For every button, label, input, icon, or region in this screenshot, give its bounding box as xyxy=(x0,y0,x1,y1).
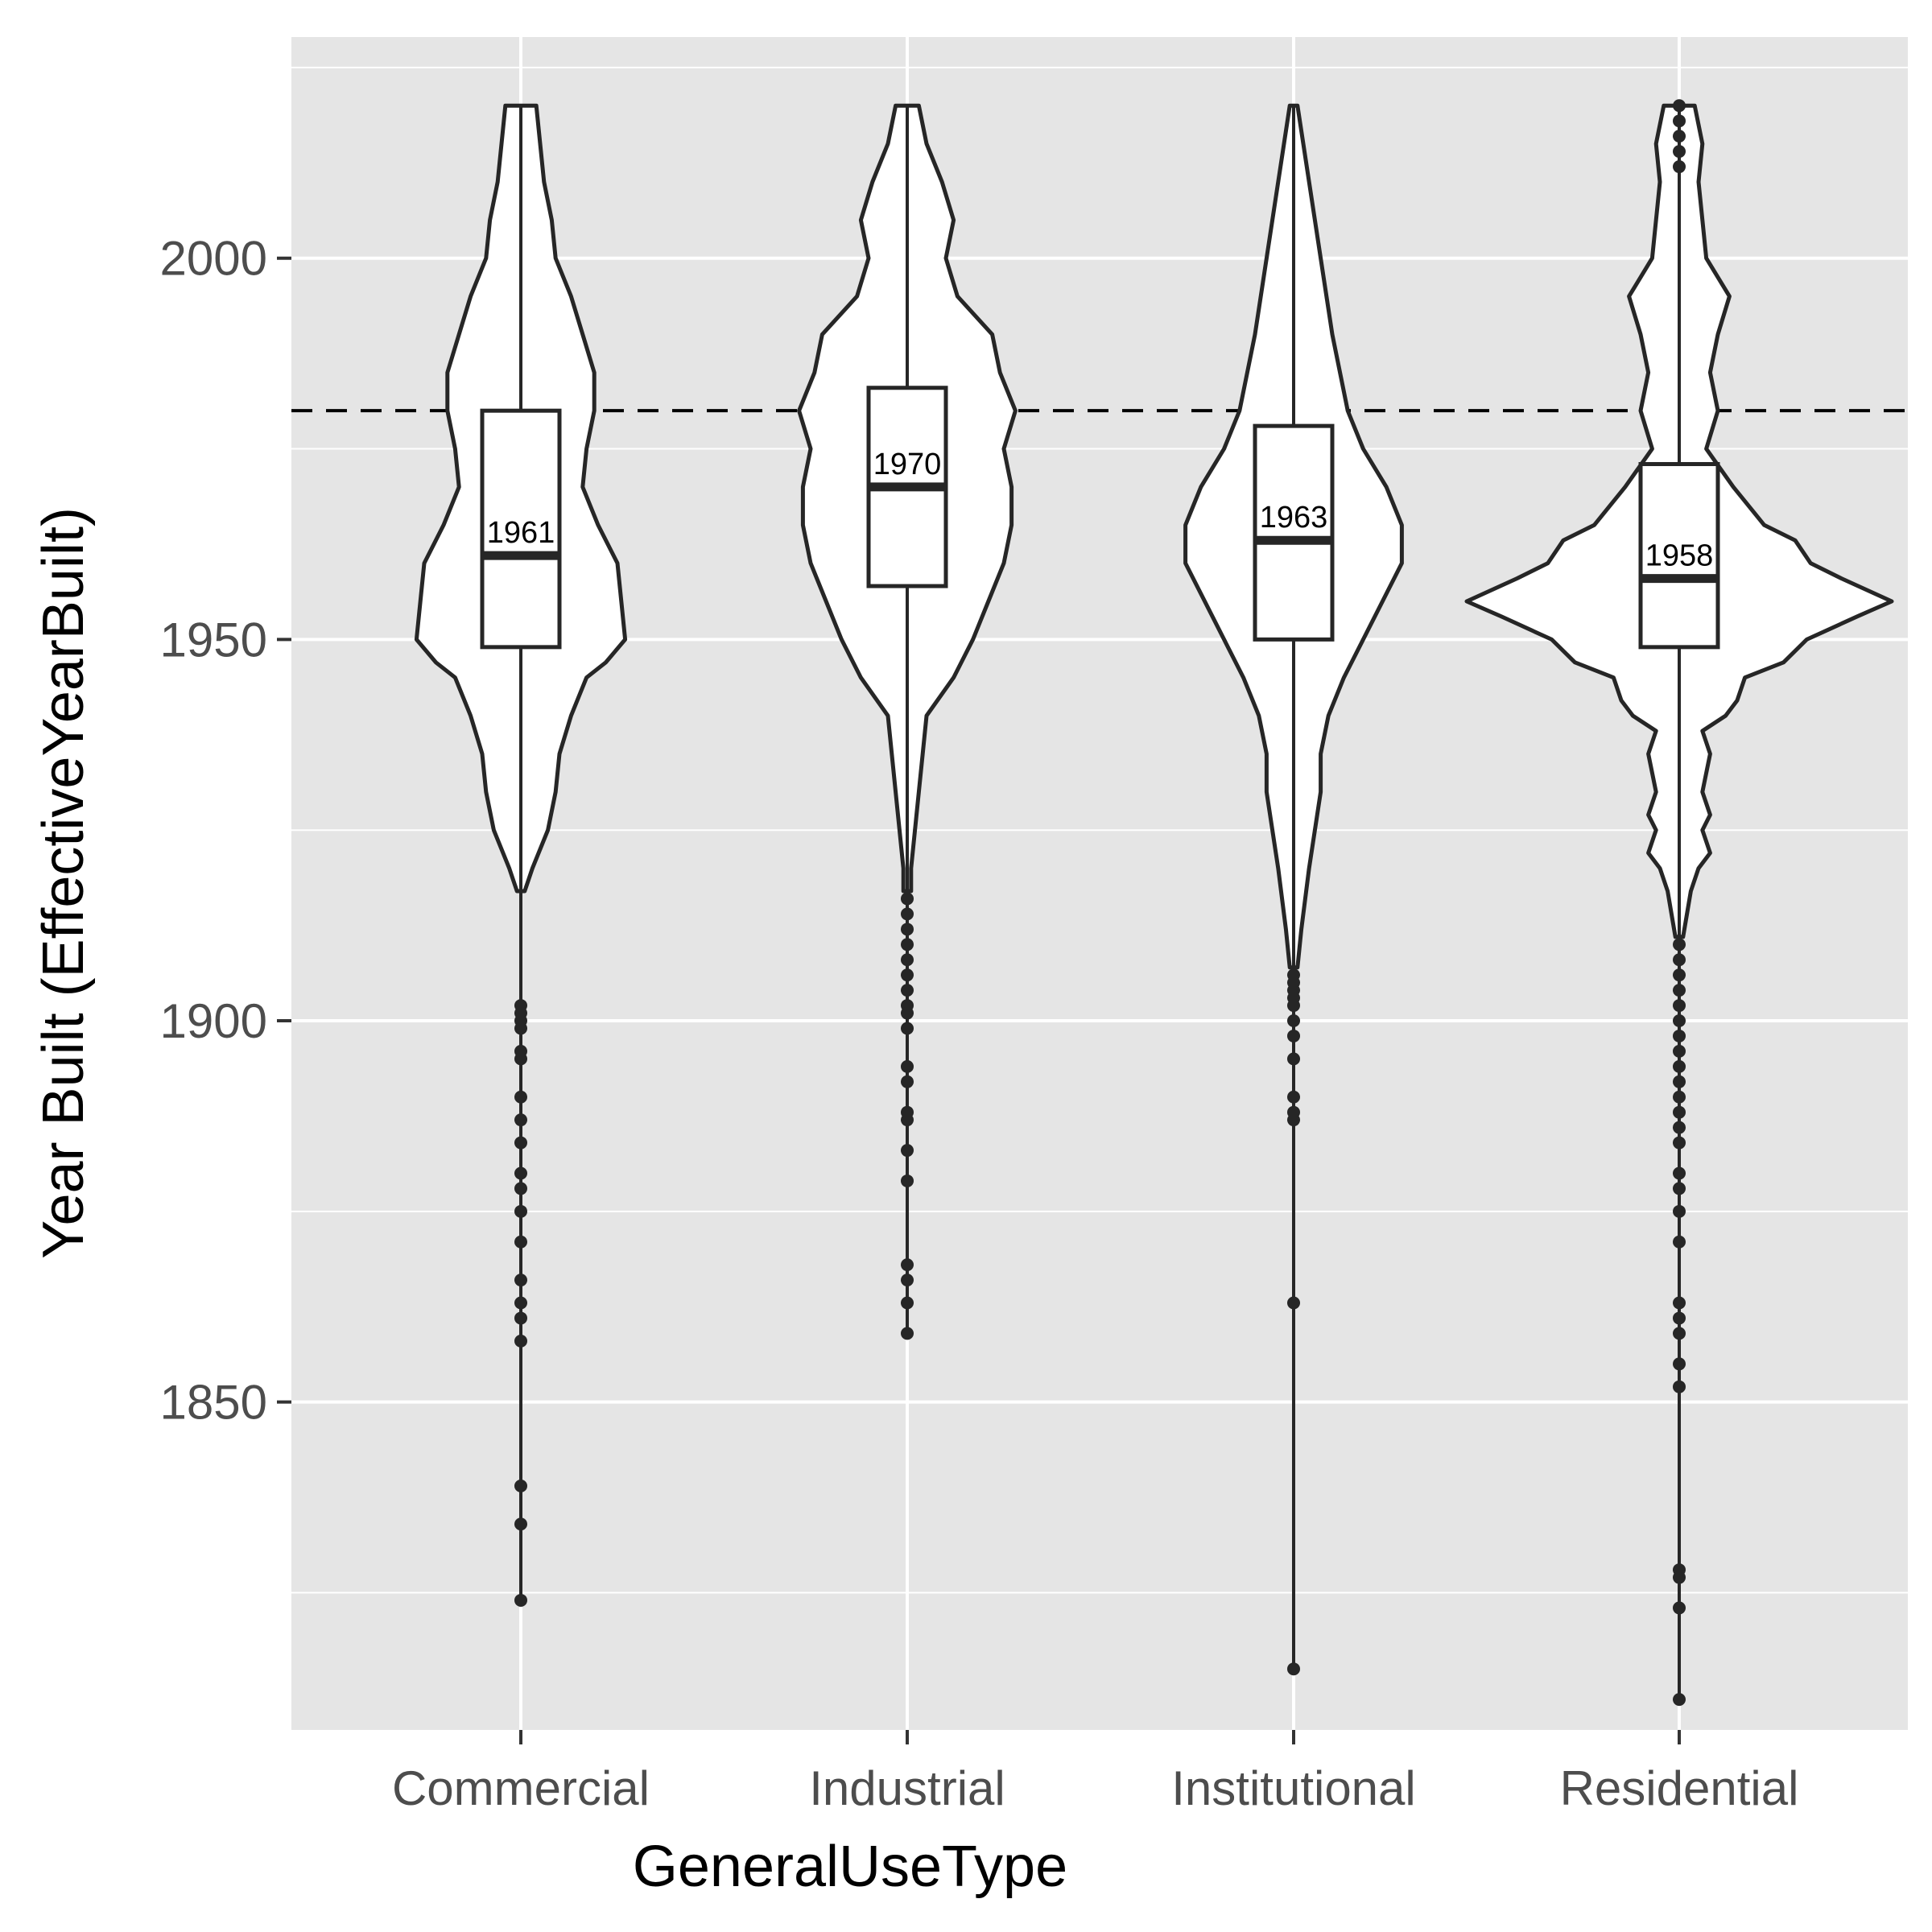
outlier-point xyxy=(901,1022,914,1035)
outlier-point xyxy=(1673,1380,1686,1393)
median-label: 1958 xyxy=(1645,539,1714,573)
outlier-point xyxy=(1287,1052,1300,1066)
y-tick-label: 2000 xyxy=(160,232,267,286)
outlier-point xyxy=(1287,1113,1300,1127)
violin-group-industrial: 1970 xyxy=(797,103,1018,1340)
outlier-point xyxy=(1287,999,1300,1013)
outlier-point xyxy=(1673,1090,1686,1104)
outlier-point xyxy=(514,1311,527,1325)
outlier-point xyxy=(514,1593,527,1607)
violin-group-residential: 1958 xyxy=(1464,99,1894,1707)
outlier-point xyxy=(1287,1296,1300,1310)
x-axis-title: GeneralUseType xyxy=(633,1835,1067,1899)
axis-ticks xyxy=(277,256,1681,1744)
outlier-point xyxy=(1673,1014,1686,1028)
outlier-point xyxy=(514,1182,527,1195)
iqr-box xyxy=(480,408,562,650)
outlier-point xyxy=(1673,1029,1686,1042)
outlier-point xyxy=(1673,114,1686,128)
median-label: 1963 xyxy=(1260,501,1328,535)
outlier-point xyxy=(1673,984,1686,997)
outlier-point xyxy=(1673,953,1686,967)
outlier-point xyxy=(1673,1121,1686,1134)
outlier-point xyxy=(514,1052,527,1066)
outlier-point xyxy=(901,984,914,997)
outlier-point xyxy=(1287,1029,1300,1042)
outlier-point xyxy=(901,953,914,967)
outlier-point xyxy=(514,1479,527,1492)
outlier-point xyxy=(514,1166,527,1180)
outlier-point xyxy=(901,968,914,982)
x-tick-label: Residential xyxy=(1560,1761,1799,1815)
outlier-point xyxy=(1673,1235,1686,1249)
y-tick-label: 1850 xyxy=(160,1376,267,1430)
outlier-point xyxy=(1673,1182,1686,1195)
outlier-point xyxy=(901,1075,914,1088)
outlier-point xyxy=(901,1327,914,1340)
outlier-point xyxy=(1673,1105,1686,1119)
outlier-point xyxy=(1673,1571,1686,1584)
outlier-point xyxy=(1287,1014,1300,1028)
outlier-point xyxy=(1673,145,1686,159)
outlier-point xyxy=(901,892,914,906)
violins: 1961 1970 1963 1958 xyxy=(414,99,1894,1707)
outlier-point xyxy=(901,938,914,952)
outlier-point xyxy=(1673,1166,1686,1180)
outlier-point xyxy=(901,1144,914,1158)
outlier-point xyxy=(901,1274,914,1287)
outlier-point xyxy=(901,1006,914,1020)
outlier-point xyxy=(514,1022,527,1035)
violin-group-commercial: 1961 xyxy=(414,103,628,1607)
outlier-point xyxy=(1287,1090,1300,1104)
outlier-point xyxy=(901,907,914,921)
outlier-point xyxy=(1673,1044,1686,1058)
y-axis-title: Year Built (EffectiveYearBuilt) xyxy=(31,507,96,1259)
median-label: 1961 xyxy=(487,516,555,550)
median-label: 1970 xyxy=(873,448,942,481)
outlier-point xyxy=(1673,1075,1686,1088)
outlier-point xyxy=(1673,1357,1686,1371)
outlier-point xyxy=(901,1174,914,1187)
outlier-point xyxy=(1673,99,1686,113)
x-tick-label: Commercial xyxy=(392,1761,650,1815)
violin-group-institutional: 1963 xyxy=(1183,103,1404,1676)
outlier-point xyxy=(901,1113,914,1127)
outlier-point xyxy=(514,1204,527,1218)
outlier-point xyxy=(1673,160,1686,174)
x-tick-label: Institutional xyxy=(1171,1761,1416,1815)
x-axis-tick-labels: Commercial Industrial Institutional Residen… xyxy=(392,1761,1798,1815)
y-axis-tick-labels: 1850 1900 1950 2000 xyxy=(160,232,267,1430)
outlier-point xyxy=(1673,1204,1686,1218)
outlier-point xyxy=(514,1517,527,1531)
outlier-point xyxy=(901,923,914,936)
y-tick-label: 1950 xyxy=(160,613,267,667)
iqr-box xyxy=(1638,461,1720,650)
outlier-point xyxy=(514,1296,527,1310)
outlier-point xyxy=(1673,1693,1686,1707)
outlier-point xyxy=(1673,999,1686,1013)
outlier-point xyxy=(901,1059,914,1073)
outlier-point xyxy=(1673,1059,1686,1073)
outlier-point xyxy=(1673,968,1686,982)
outlier-point xyxy=(514,1090,527,1104)
outlier-point xyxy=(514,1235,527,1249)
outlier-point xyxy=(1673,938,1686,952)
outlier-point xyxy=(1673,1296,1686,1310)
outlier-point xyxy=(514,1113,527,1127)
outlier-point xyxy=(1673,130,1686,143)
outlier-point xyxy=(1673,1327,1686,1340)
y-tick-label: 1900 xyxy=(160,994,267,1048)
outlier-point xyxy=(514,1136,527,1150)
outlier-point xyxy=(1673,1601,1686,1615)
outlier-point xyxy=(1673,1136,1686,1150)
outlier-point xyxy=(1287,1662,1300,1676)
iqr-box xyxy=(1253,423,1335,642)
outlier-point xyxy=(901,1258,914,1272)
outlier-point xyxy=(901,1296,914,1310)
outlier-point xyxy=(1673,1311,1686,1325)
x-tick-label: Industrial xyxy=(809,1761,1005,1815)
outlier-point xyxy=(514,1334,527,1348)
outlier-point xyxy=(514,1274,527,1287)
